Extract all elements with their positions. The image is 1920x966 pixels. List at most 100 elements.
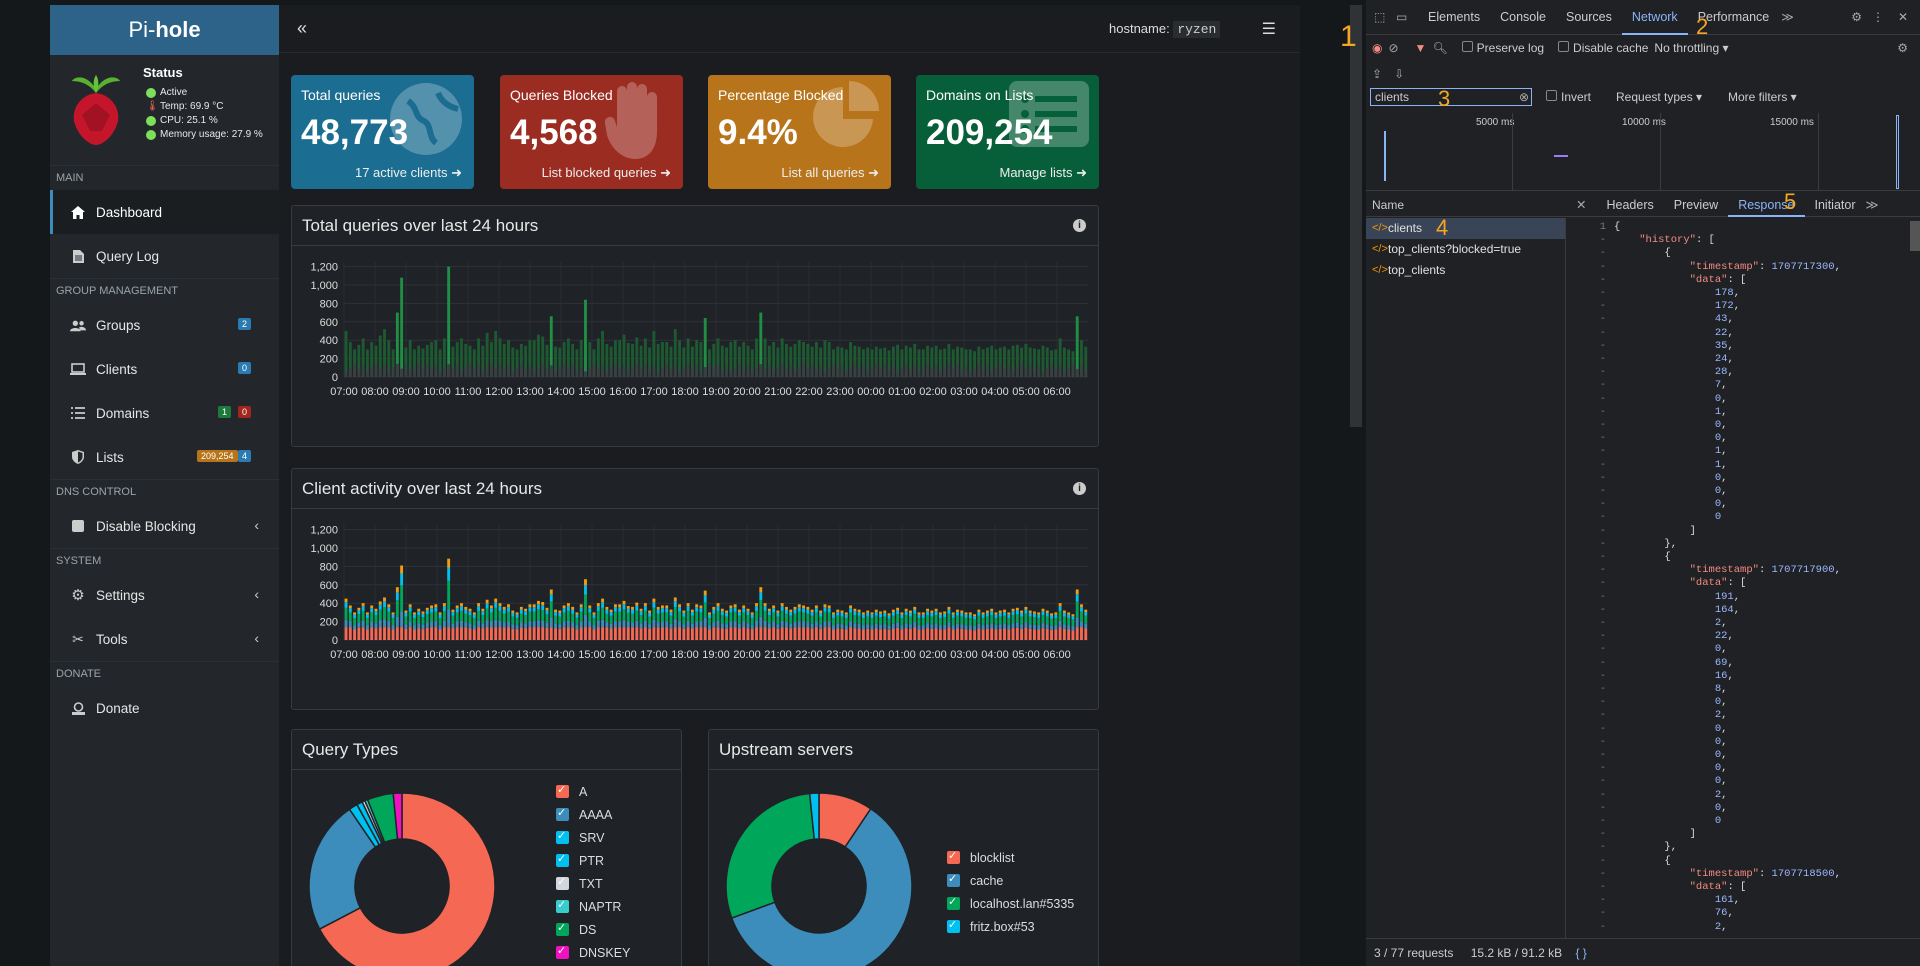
legend-item[interactable]: PTR: [556, 849, 630, 872]
filter-input[interactable]: clients ⊗: [1370, 88, 1532, 106]
more-tabs-icon[interactable]: ≫: [1781, 10, 1794, 24]
pie-slice[interactable]: [725, 792, 816, 920]
network-settings-icon[interactable]: ⚙: [1897, 41, 1908, 55]
legend-checkbox-icon[interactable]: [947, 918, 960, 933]
sidebar-item-tools[interactable]: ✂ Tools ‹: [50, 617, 279, 661]
stat-queries-blocked[interactable]: Queries Blocked 4,568 List blocked queri…: [500, 75, 683, 189]
tab-initiator[interactable]: Initiator: [1814, 197, 1856, 212]
pie-slice[interactable]: [308, 808, 377, 931]
request-types-dropdown[interactable]: Request types ▾: [1616, 90, 1703, 104]
legend-checkbox-icon[interactable]: [556, 829, 569, 844]
filter-icon[interactable]: ▼: [1414, 41, 1427, 55]
stat-total-queries[interactable]: Total queries 48,773 17 active clients ➜: [291, 75, 474, 189]
stack-segment: [545, 614, 549, 623]
more-filters-dropdown[interactable]: More filters ▾: [1728, 90, 1797, 104]
stat-footer-link[interactable]: 17 active clients ➜: [354, 165, 462, 180]
legend-item[interactable]: fritz.box#53: [947, 915, 1074, 938]
pretty-print-icon[interactable]: { }: [1575, 946, 1587, 960]
clear-icon[interactable]: ⊘: [1388, 41, 1399, 55]
bar: [549, 316, 553, 377]
legend-item[interactable]: NAPTR: [556, 895, 630, 918]
disable-cache-checkbox[interactable]: Disable cache: [1558, 41, 1648, 55]
more-options-icon[interactable]: ⋮: [1872, 10, 1884, 24]
sidebar-item-donate[interactable]: Donate: [50, 686, 279, 730]
preserve-log-checkbox[interactable]: Preserve log: [1461, 41, 1544, 55]
response-scrollbar-thumb[interactable]: [1910, 221, 1920, 251]
pie-slice[interactable]: [318, 792, 496, 966]
tab-sources[interactable]: Sources: [1565, 9, 1612, 24]
stat-percentage-blocked[interactable]: Percentage Blocked 9.4% List all queries…: [708, 75, 891, 189]
sidebar-item-query-log[interactable]: Query Log: [50, 234, 279, 278]
legend-checkbox-icon[interactable]: [947, 849, 960, 864]
info-icon[interactable]: i: [1073, 219, 1086, 232]
close-pane-icon[interactable]: ✕: [1576, 198, 1587, 212]
more-response-tabs-icon[interactable]: ≫: [1865, 198, 1879, 212]
legend-checkbox-icon[interactable]: [556, 875, 569, 890]
legend-checkbox-icon[interactable]: [556, 783, 569, 798]
legend-checkbox-icon[interactable]: [947, 895, 960, 910]
throttling-select[interactable]: No throttling ▾: [1654, 41, 1729, 55]
stat-domains-on-lists[interactable]: Domains on Lists 209,254 Manage lists ➜: [916, 75, 1099, 189]
sidebar-item-dashboard[interactable]: Dashboard: [50, 190, 279, 234]
legend-item[interactable]: localhost.lan#5335: [947, 892, 1074, 915]
name-column-header[interactable]: Name: [1366, 193, 1566, 217]
legend-checkbox-icon[interactable]: [556, 806, 569, 821]
device-toolbar-icon[interactable]: ▭: [1396, 10, 1408, 24]
import-har-icon[interactable]: ⇪: [1372, 67, 1383, 81]
tab-network[interactable]: Network: [1621, 0, 1688, 35]
legend-item[interactable]: cache: [947, 869, 1074, 892]
pie-slice[interactable]: [808, 792, 820, 841]
pie-slice[interactable]: [730, 807, 913, 966]
brand-logo-text[interactable]: Pi-hole: [50, 5, 279, 55]
tab-headers[interactable]: Headers: [1606, 197, 1654, 212]
stack-segment: [755, 627, 758, 640]
request-row-top-clients[interactable]: </> top_clients: [1366, 260, 1565, 281]
close-devtools-icon[interactable]: ✕: [1897, 10, 1908, 24]
legend-item[interactable]: AAAA: [556, 803, 630, 826]
sidebar-item-disable-blocking[interactable]: Disable Blocking ‹: [50, 504, 279, 548]
inspect-element-icon[interactable]: ⬚: [1374, 10, 1386, 24]
search-icon[interactable]: 🔍︎: [1432, 41, 1448, 55]
sidebar-item-settings[interactable]: ⚙ Settings ‹: [50, 573, 279, 617]
collapse-sidebar-icon[interactable]: «: [297, 18, 308, 38]
legend-item[interactable]: DNSKEY: [556, 941, 630, 964]
tab-response[interactable]: Response: [1728, 193, 1805, 217]
tab-preview[interactable]: Preview: [1673, 197, 1719, 212]
tab-console[interactable]: Console: [1500, 9, 1546, 24]
legend-checkbox-icon[interactable]: [556, 921, 569, 936]
legend-checkbox-icon[interactable]: [556, 852, 569, 867]
legend-item[interactable]: DS: [556, 918, 630, 941]
page-scrollbar-thumb[interactable]: [1350, 5, 1362, 427]
sidebar-item-domains[interactable]: Domains 1 0: [50, 391, 279, 435]
clear-filter-icon[interactable]: ⊗: [1518, 90, 1529, 104]
legend-item[interactable]: SRV: [556, 826, 630, 849]
sidebar-item-lists[interactable]: Lists 209,254 4: [50, 435, 279, 479]
legend-item[interactable]: TXT: [556, 872, 630, 895]
pie-slice[interactable]: [392, 792, 403, 841]
legend-item[interactable]: blocklist: [947, 846, 1074, 869]
legend-checkbox-icon[interactable]: [556, 944, 569, 959]
stat-footer-link[interactable]: Manage lists ➜: [999, 165, 1087, 180]
x-tick-label: 18:00: [671, 386, 699, 398]
settings-gear-icon[interactable]: ⚙: [1851, 10, 1862, 24]
record-icon[interactable]: ◉: [1372, 41, 1383, 55]
tab-elements[interactable]: Elements: [1428, 9, 1481, 24]
legend-checkbox-icon[interactable]: [556, 898, 569, 913]
request-row-clients[interactable]: </> clients: [1366, 218, 1565, 239]
stat-footer-link[interactable]: List all queries ➜: [781, 165, 879, 180]
legend-checkbox-icon[interactable]: [947, 872, 960, 887]
tab-performance[interactable]: Performance: [1697, 9, 1770, 24]
bar: [682, 347, 686, 377]
menu-toggle-icon[interactable]: ☰: [1261, 21, 1276, 38]
network-overview-timeline[interactable]: 5000 ms 10000 ms 15000 ms: [1366, 113, 1920, 191]
info-icon[interactable]: i: [1073, 482, 1086, 495]
request-row-top-clients-blocked[interactable]: </> top_clients?blocked=true: [1366, 239, 1565, 260]
stat-footer-link[interactable]: List blocked queries ➜: [541, 165, 671, 180]
query-types-legend: AAAAASRVPTRTXTNAPTRDSDNSKEY: [556, 780, 630, 964]
legend-item[interactable]: A: [556, 780, 630, 803]
sidebar-item-groups[interactable]: Groups 2: [50, 303, 279, 347]
sidebar-item-clients[interactable]: Clients 0: [50, 347, 279, 391]
export-har-icon[interactable]: ⇩: [1394, 67, 1405, 81]
invert-checkbox[interactable]: Invert: [1546, 90, 1591, 104]
bar: [558, 347, 562, 377]
